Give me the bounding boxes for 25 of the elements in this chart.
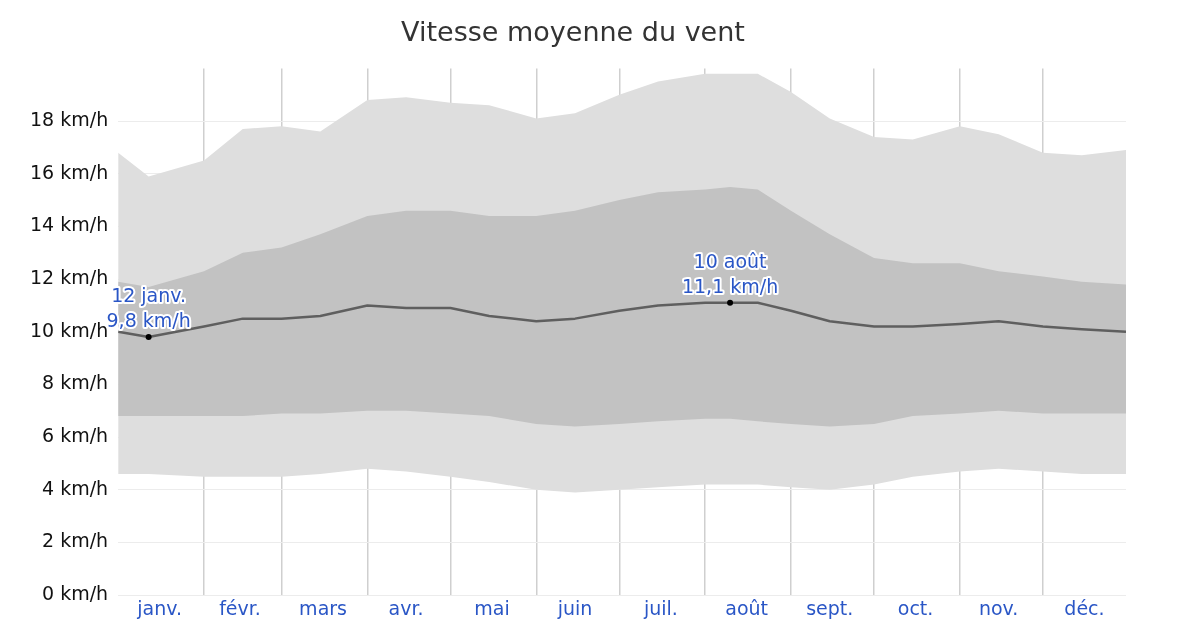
- y-tick-label: 8 km/h: [42, 371, 109, 394]
- y-tick-label: 16 km/h: [30, 160, 109, 183]
- x-tick-label: avr.: [388, 596, 424, 619]
- x-tick-label: mai: [474, 596, 510, 619]
- y-tick-label: 4 km/h: [42, 476, 109, 499]
- x-tick-label: juil.: [642, 596, 678, 619]
- chart-title: Vitesse moyenne du vent: [401, 16, 745, 48]
- y-tick-label: 12 km/h: [30, 266, 109, 289]
- y-tick-label: 0 km/h: [42, 582, 109, 605]
- y-tick-label: 10 km/h: [30, 318, 109, 341]
- x-tick-label: sept.: [806, 596, 854, 619]
- x-tick-label: févr.: [219, 596, 261, 619]
- y-tick-label: 18 km/h: [30, 108, 109, 131]
- annotation: 10 août 11,1 km/h: [681, 249, 779, 297]
- x-tick-label: mars: [299, 596, 347, 619]
- x-tick-label: août: [725, 596, 769, 619]
- x-tick-label: nov.: [978, 596, 1019, 619]
- x-tick-label: janv.: [136, 596, 183, 619]
- x-tick-label: déc.: [1064, 596, 1105, 619]
- x-tick-label: oct.: [897, 596, 934, 619]
- y-tick-label: 2 km/h: [42, 529, 109, 552]
- annotation: 12 janv. 9,8 km/h: [106, 284, 191, 332]
- y-tick-label: 6 km/h: [42, 424, 109, 447]
- x-tick-label: juin: [556, 596, 593, 619]
- y-tick-label: 14 km/h: [30, 213, 109, 236]
